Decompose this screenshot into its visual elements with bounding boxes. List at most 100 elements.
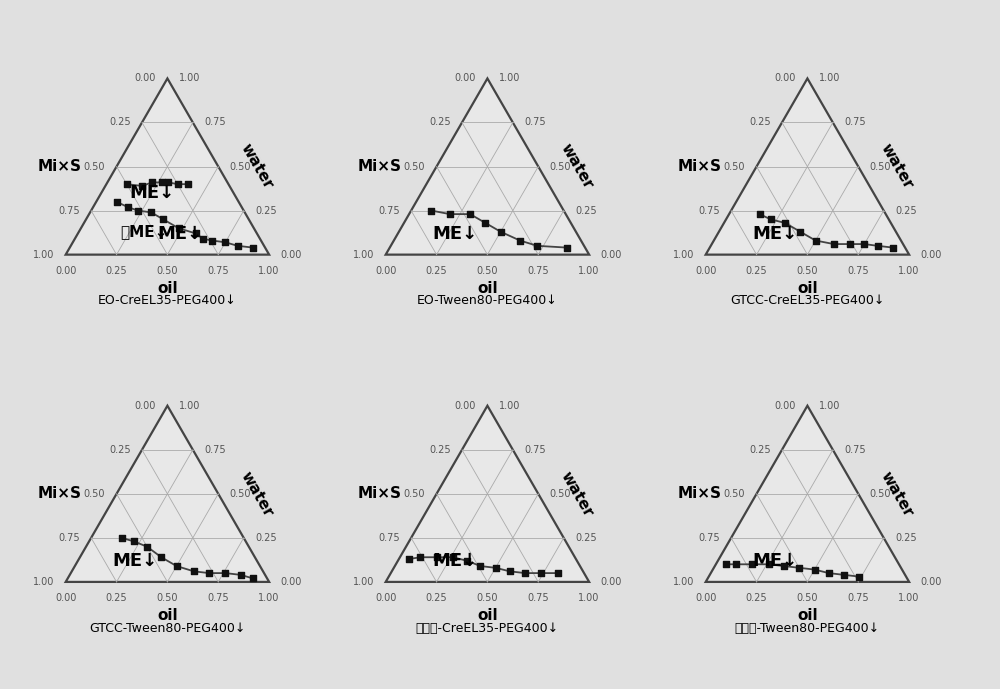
- Point: [217, 237, 233, 248]
- Point: [245, 242, 261, 253]
- Text: oil: oil: [157, 608, 178, 624]
- Point: [826, 238, 842, 249]
- Point: [423, 205, 439, 216]
- Text: 0.25: 0.25: [575, 205, 597, 216]
- Text: 0.50: 0.50: [84, 489, 105, 499]
- Point: [217, 568, 233, 579]
- Point: [195, 234, 211, 245]
- Point: [186, 566, 202, 577]
- Text: 0.00: 0.00: [455, 401, 476, 411]
- Text: Mi×S: Mi×S: [358, 486, 402, 502]
- Text: Mi×S: Mi×S: [358, 159, 402, 174]
- Text: GTCC-CreEL35-PEG400↓: GTCC-CreEL35-PEG400↓: [730, 294, 885, 307]
- Point: [821, 568, 837, 579]
- Text: 1.00: 1.00: [353, 577, 374, 587]
- Point: [155, 214, 171, 225]
- Text: 1.00: 1.00: [33, 577, 55, 587]
- Point: [836, 569, 852, 580]
- Text: water: water: [558, 141, 596, 192]
- Text: 0.00: 0.00: [455, 74, 476, 83]
- Text: 0.00: 0.00: [375, 266, 396, 276]
- Text: 0.25: 0.25: [746, 266, 767, 276]
- Point: [230, 240, 246, 251]
- Point: [171, 223, 187, 234]
- Point: [761, 559, 777, 570]
- Point: [170, 178, 186, 189]
- Point: [109, 196, 125, 207]
- Text: 1.00: 1.00: [898, 266, 920, 276]
- Text: 0.75: 0.75: [207, 593, 229, 603]
- Text: 0.75: 0.75: [378, 533, 400, 543]
- Text: 1.00: 1.00: [819, 401, 840, 411]
- Text: 0.75: 0.75: [524, 445, 546, 455]
- Point: [728, 559, 744, 570]
- Point: [792, 226, 808, 237]
- Text: water: water: [878, 469, 916, 519]
- Text: 1.00: 1.00: [353, 249, 374, 260]
- Text: 0.25: 0.25: [255, 533, 277, 543]
- Point: [808, 235, 824, 246]
- Point: [245, 573, 261, 584]
- Point: [114, 533, 130, 544]
- Point: [777, 218, 793, 229]
- Text: 1.00: 1.00: [179, 401, 200, 411]
- Point: [233, 569, 249, 580]
- Text: 0.75: 0.75: [698, 205, 720, 216]
- Point: [153, 552, 169, 563]
- Text: 0.25: 0.25: [109, 118, 131, 127]
- Text: water: water: [878, 141, 916, 192]
- Point: [154, 177, 170, 188]
- Text: 0.75: 0.75: [378, 205, 400, 216]
- Text: 0.00: 0.00: [600, 249, 622, 260]
- Text: 0.25: 0.25: [895, 205, 917, 216]
- Text: 0.25: 0.25: [429, 118, 451, 127]
- Point: [180, 178, 196, 189]
- Text: 1.00: 1.00: [898, 593, 920, 603]
- Point: [442, 209, 458, 220]
- Text: 0.75: 0.75: [524, 118, 546, 127]
- Text: oil: oil: [797, 281, 818, 296]
- Text: 1.00: 1.00: [819, 74, 840, 83]
- Point: [533, 568, 549, 579]
- Text: 0.25: 0.25: [426, 593, 447, 603]
- Text: 0.75: 0.75: [847, 266, 869, 276]
- Point: [134, 181, 150, 192]
- Text: 1.00: 1.00: [179, 74, 200, 83]
- Point: [559, 242, 575, 253]
- Point: [885, 242, 901, 253]
- Point: [807, 564, 823, 575]
- Point: [477, 218, 493, 229]
- Text: 0.50: 0.50: [869, 161, 891, 172]
- Point: [188, 228, 204, 239]
- Text: ME↓: ME↓: [130, 184, 175, 202]
- Text: 薄荷油-CreEL35-PEG400↓: 薄荷油-CreEL35-PEG400↓: [416, 621, 559, 635]
- Point: [776, 561, 792, 572]
- Text: 0.25: 0.25: [426, 266, 447, 276]
- Text: 0.75: 0.75: [844, 445, 866, 455]
- Point: [870, 240, 886, 251]
- Point: [842, 238, 858, 249]
- Text: 0.50: 0.50: [404, 161, 425, 172]
- Point: [529, 240, 545, 251]
- Text: oil: oil: [477, 281, 498, 296]
- Text: 0.50: 0.50: [724, 161, 745, 172]
- Text: 1.00: 1.00: [258, 266, 280, 276]
- Text: ME↓: ME↓: [432, 225, 477, 243]
- Point: [204, 235, 220, 246]
- Text: 0.50: 0.50: [549, 161, 571, 172]
- Text: 非ME↓: 非ME↓: [120, 224, 168, 239]
- Point: [791, 562, 807, 573]
- Point: [130, 205, 146, 216]
- Text: 0.50: 0.50: [477, 593, 498, 603]
- Text: 1.00: 1.00: [33, 249, 55, 260]
- Text: 0.25: 0.25: [746, 593, 767, 603]
- Text: 0.25: 0.25: [749, 445, 771, 455]
- Point: [718, 559, 734, 570]
- Polygon shape: [66, 406, 269, 582]
- Point: [752, 209, 768, 220]
- Point: [119, 178, 135, 189]
- Text: 0.00: 0.00: [775, 74, 796, 83]
- Text: 0.00: 0.00: [775, 401, 796, 411]
- Text: 0.50: 0.50: [869, 489, 891, 499]
- Point: [144, 177, 160, 188]
